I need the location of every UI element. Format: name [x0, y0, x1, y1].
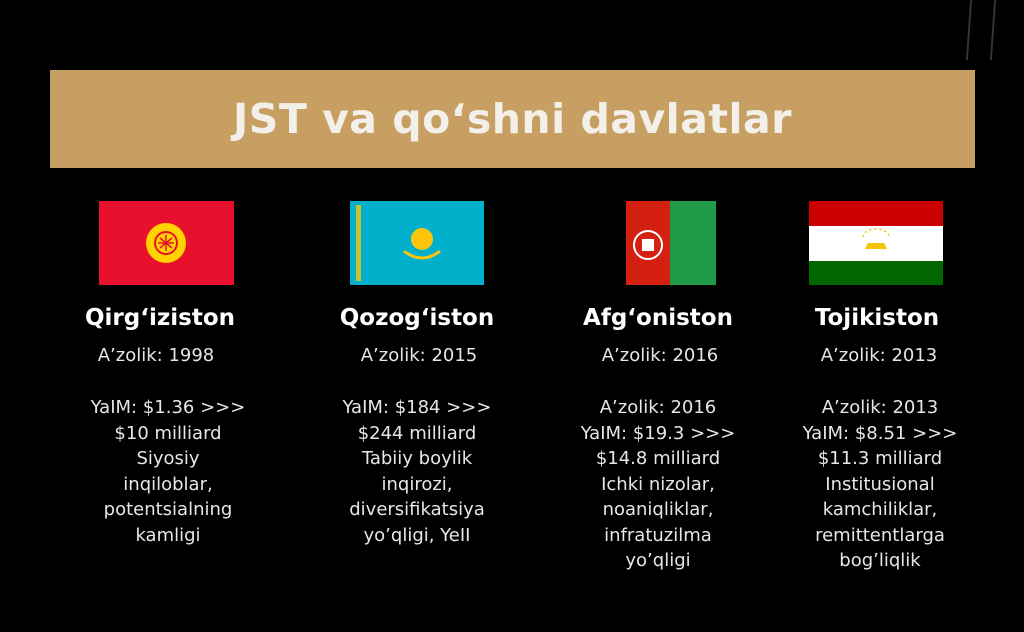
page-title: JST va qo‘shni davlatlar: [233, 95, 792, 143]
detail-line: inqiloblar,: [123, 473, 213, 495]
details-afghanistan: A’zolik: 2016 YaIM: $19.3 >>> $14.8 mill…: [528, 395, 788, 574]
detail-line: $14.8 milliard: [595, 448, 721, 469]
detail-line: kamligi: [135, 524, 201, 546]
membership-kazakhstan: A’zolik: 2015: [360, 345, 478, 366]
afghanistan-flag: [626, 201, 716, 285]
detail-line: $244 milliard: [357, 422, 477, 444]
details-tajikistan: A’zolik: 2013 YaIM: $8.51 >>> $11.3 mill…: [750, 395, 1010, 574]
membership-kyrgyzstan: A’zolik: 1998: [97, 345, 215, 366]
detail-line: bog’liqlik: [839, 550, 921, 571]
detail-line: A’zolik: 2013: [821, 397, 939, 418]
detail-line: noaniqliklar,: [602, 499, 714, 520]
detail-line: Institusional: [825, 473, 935, 495]
detail-line: infratuzilma: [604, 524, 712, 546]
detail-line: YaIM: $8.51 >>>: [802, 422, 958, 444]
membership-afghanistan: A’zolik: 2016: [601, 345, 719, 366]
detail-line: YaIM: $1.36 >>>: [90, 397, 246, 418]
country-name-kazakhstan: Qozog‘iston: [339, 305, 495, 331]
detail-line: remittentlarga: [815, 524, 945, 546]
tajikistan-flag: [809, 201, 943, 285]
detail-line: YaIM: $184 >>>: [342, 397, 492, 418]
title-banner: JST va qo‘shni davlatlar: [50, 70, 975, 168]
detail-line: Siyosiy: [136, 448, 200, 469]
detail-line: diversifikatsiya: [349, 499, 485, 520]
detail-line: A’zolik: 2016: [599, 397, 717, 418]
membership-tajikistan: A’zolik: 2013: [820, 345, 938, 366]
detail-line: $10 milliard: [114, 422, 222, 444]
detail-line: Ichki nizolar,: [601, 473, 715, 495]
detail-line: potentsialning: [103, 499, 233, 520]
detail-line: yo’qligi: [625, 550, 691, 571]
country-name-kyrgyzstan: Qirg‘iziston: [85, 305, 235, 331]
detail-line: kamchiliklar,: [822, 499, 938, 520]
decorative-corner: [965, 0, 997, 60]
kyrgyzstan-flag: [99, 201, 234, 285]
detail-line: Tabiiy boylik: [361, 448, 473, 469]
country-name-tajikistan: Tojikiston: [814, 305, 940, 331]
details-kazakhstan: YaIM: $184 >>> $244 milliard Tabiiy boyl…: [287, 395, 547, 548]
detail-line: $11.3 milliard: [817, 448, 943, 469]
country-name-afghanistan: Afg‘oniston: [583, 305, 733, 331]
kazakhstan-flag: [350, 201, 484, 285]
detail-line: yo’qligi, YeII: [363, 524, 471, 546]
detail-line: inqirozi,: [381, 473, 453, 495]
detail-line: YaIM: $19.3 >>>: [580, 422, 736, 444]
details-kyrgyzstan: YaIM: $1.36 >>> $10 milliard Siyosiy inq…: [38, 395, 298, 548]
